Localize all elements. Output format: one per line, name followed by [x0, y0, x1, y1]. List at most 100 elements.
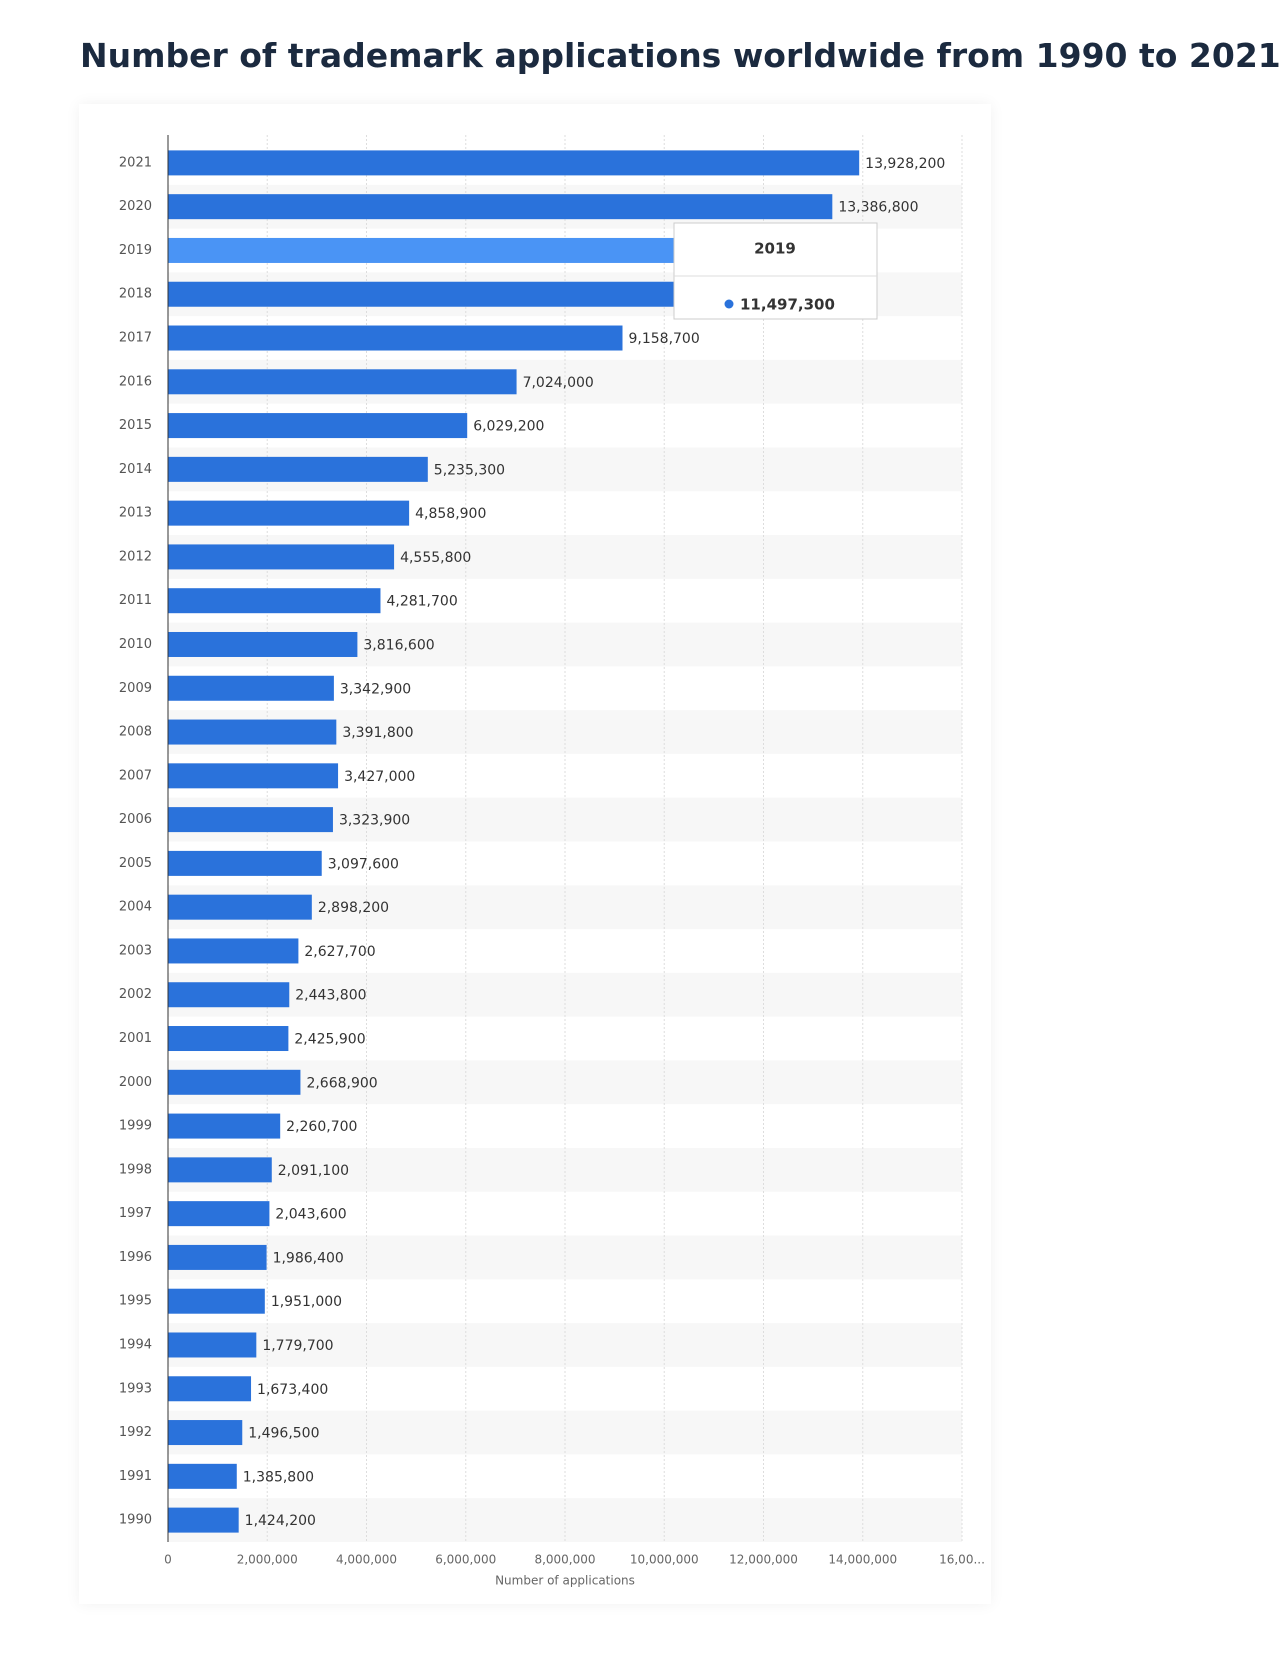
value-label: 2,260,700	[286, 1119, 357, 1135]
bar	[168, 850, 322, 876]
bar	[168, 763, 339, 789]
y-tick-label: 2010	[119, 637, 152, 652]
y-tick-label: 2007	[119, 768, 152, 783]
value-label: 3,816,600	[363, 637, 434, 653]
bar	[168, 456, 428, 482]
value-label: 9,158,700	[629, 331, 700, 347]
bar	[168, 1288, 265, 1314]
bar	[168, 1507, 239, 1533]
y-tick-label: 2021	[119, 155, 152, 170]
chart-title: Number of trademark applications worldwi…	[80, 36, 1280, 75]
y-tick-label: 2012	[119, 549, 152, 564]
bar	[168, 588, 381, 614]
bar	[168, 1376, 252, 1402]
x-tick-label: 12,000,000	[729, 1553, 798, 1567]
bar	[168, 1463, 237, 1489]
bar	[168, 675, 334, 701]
y-tick-label: 2001	[119, 1031, 152, 1046]
bar	[168, 938, 299, 964]
y-tick-label: 2003	[119, 943, 152, 958]
value-label: 13,386,800	[838, 200, 918, 216]
y-tick-label: 2018	[119, 287, 152, 302]
y-tick-label: 2005	[119, 856, 152, 871]
value-label: 3,323,900	[339, 813, 410, 829]
bar	[168, 1157, 272, 1183]
y-tick-label: 1998	[119, 1162, 152, 1177]
value-label: 2,627,700	[304, 944, 375, 960]
value-label: 6,029,200	[473, 419, 544, 435]
bar	[168, 807, 333, 833]
bar	[168, 237, 739, 263]
y-tick-label: 1997	[119, 1206, 152, 1221]
value-label: 1,951,000	[271, 1294, 342, 1310]
y-tick-label: 1992	[119, 1425, 152, 1440]
x-tick-label: 14,000,000	[828, 1553, 897, 1567]
bar	[168, 500, 410, 526]
bar	[168, 1420, 243, 1446]
bar	[168, 1332, 257, 1358]
value-label: 7,024,000	[523, 375, 594, 391]
bar	[168, 413, 468, 439]
bar	[168, 281, 709, 307]
y-tick-label: 2008	[119, 725, 152, 740]
y-tick-label: 1990	[119, 1513, 152, 1528]
value-label: 5,235,300	[434, 462, 505, 478]
y-tick-label: 1996	[119, 1250, 152, 1265]
value-label: 3,097,600	[328, 856, 399, 872]
value-label: 1,673,400	[257, 1382, 328, 1398]
value-label: 2,668,900	[306, 1075, 377, 1091]
y-tick-label: 2002	[119, 987, 152, 1002]
value-label: 13,928,200	[865, 156, 945, 172]
tooltip-dot	[724, 299, 734, 309]
y-tick-label: 2017	[119, 331, 152, 346]
value-label: 1,779,700	[262, 1338, 333, 1354]
bar	[168, 1069, 301, 1095]
tooltip-box	[673, 222, 878, 320]
value-label: 1,986,400	[273, 1250, 344, 1266]
y-tick-label: 2006	[119, 812, 152, 827]
tooltip-value: 11,497,300	[740, 296, 835, 314]
x-tick-label: 4,000,000	[336, 1553, 397, 1567]
bar	[168, 982, 290, 1008]
y-tick-label: 2019	[119, 243, 152, 258]
x-tick-label: 0	[164, 1553, 172, 1567]
value-label: 2,425,900	[294, 1032, 365, 1048]
bar	[168, 1244, 267, 1270]
x-tick-label: 8,000,000	[534, 1553, 595, 1567]
y-tick-label: 2016	[119, 374, 152, 389]
bar	[168, 544, 395, 570]
x-axis-title: Number of applications	[495, 1574, 635, 1588]
bar	[168, 894, 312, 920]
x-tick-label: 10,000,000	[630, 1553, 699, 1567]
y-tick-label: 2020	[119, 199, 152, 214]
bar	[168, 194, 833, 220]
y-tick-label: 1995	[119, 1294, 152, 1309]
y-tick-label: 1999	[119, 1119, 152, 1134]
y-tick-label: 1993	[119, 1381, 152, 1396]
bar	[168, 150, 860, 176]
y-tick-label: 1991	[119, 1469, 152, 1484]
y-tick-label: 2011	[119, 593, 152, 608]
value-label: 3,342,900	[340, 681, 411, 697]
value-label: 3,427,000	[344, 769, 415, 785]
bar	[168, 719, 337, 745]
y-tick-label: 2015	[119, 418, 152, 433]
x-tick-label: 2,000,000	[237, 1553, 298, 1567]
x-tick-label: 6,000,000	[435, 1553, 496, 1567]
bar	[168, 1201, 270, 1227]
value-label: 2,091,100	[278, 1163, 349, 1179]
bar	[168, 1026, 289, 1052]
value-label: 2,898,200	[318, 900, 389, 916]
value-label: 4,858,900	[415, 506, 486, 522]
y-tick-label: 2014	[119, 462, 152, 477]
value-label: 1,385,800	[243, 1469, 314, 1485]
x-tick-label: 16,00...	[939, 1553, 985, 1567]
y-tick-label: 2004	[119, 900, 152, 915]
value-label: 1,424,200	[245, 1513, 316, 1529]
bar	[168, 631, 358, 657]
bar	[168, 369, 517, 395]
bar	[168, 1113, 281, 1139]
value-label: 4,555,800	[400, 550, 471, 566]
